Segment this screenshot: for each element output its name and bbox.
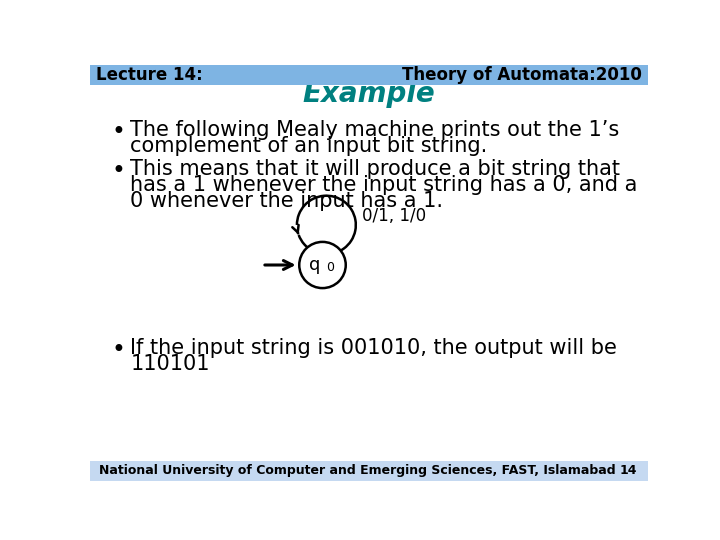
Text: •: • bbox=[112, 159, 125, 183]
Text: q: q bbox=[309, 256, 320, 274]
Text: Theory of Automata:2010: Theory of Automata:2010 bbox=[402, 66, 642, 84]
Text: 14: 14 bbox=[620, 464, 637, 477]
Text: The following Mealy machine prints out the 1’s: The following Mealy machine prints out t… bbox=[130, 120, 619, 140]
Bar bbox=[90, 65, 648, 85]
Text: National University of Computer and Emerging Sciences, FAST, Islamabad: National University of Computer and Emer… bbox=[99, 464, 616, 477]
Text: Example: Example bbox=[302, 80, 436, 108]
Text: 0/1, 1/0: 0/1, 1/0 bbox=[362, 207, 426, 225]
Text: 0: 0 bbox=[326, 261, 334, 274]
Text: If the input string is 001010, the output will be: If the input string is 001010, the outpu… bbox=[130, 338, 617, 358]
Text: •: • bbox=[112, 120, 125, 144]
Bar bbox=[90, 461, 648, 481]
Text: •: • bbox=[112, 338, 125, 362]
Text: 0 whenever the input has a 1.: 0 whenever the input has a 1. bbox=[130, 191, 444, 211]
Text: This means that it will produce a bit string that: This means that it will produce a bit st… bbox=[130, 159, 621, 179]
Text: 110101: 110101 bbox=[130, 354, 210, 374]
Circle shape bbox=[300, 242, 346, 288]
Text: has a 1 whenever the input string has a 0, and a: has a 1 whenever the input string has a … bbox=[130, 175, 638, 195]
Text: complement of an input bit string.: complement of an input bit string. bbox=[130, 137, 487, 157]
Text: Lecture 14:: Lecture 14: bbox=[96, 66, 203, 84]
